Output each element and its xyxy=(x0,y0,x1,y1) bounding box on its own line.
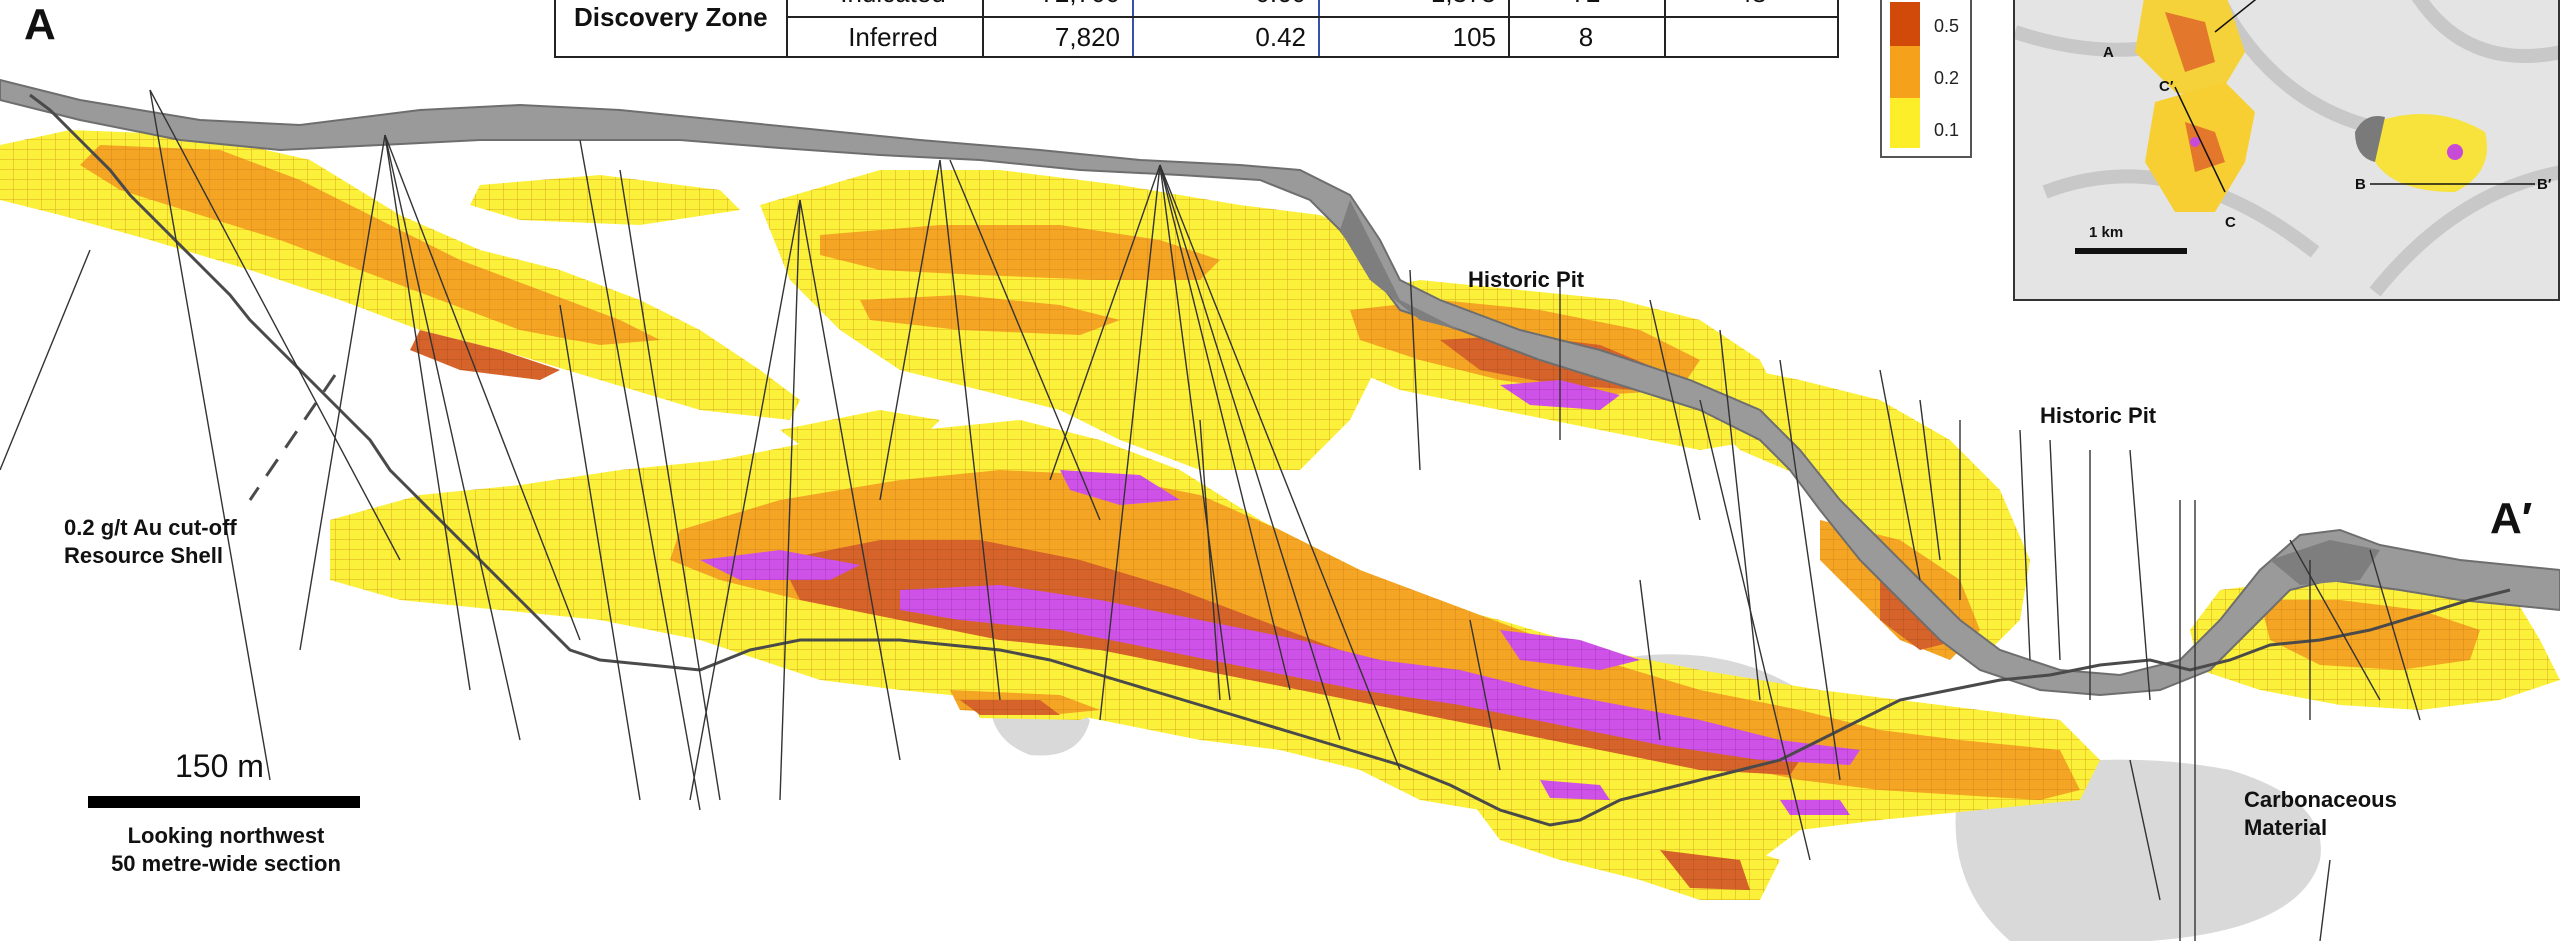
section-end-label: A′ xyxy=(2490,494,2533,543)
carbonaceous-label-line-1: Carbonaceous xyxy=(2244,787,2397,812)
section-start-label: A xyxy=(24,0,56,49)
cutoff-shell-label-line-1: 0.2 g/t Au cut-off xyxy=(64,515,237,540)
scale-bar xyxy=(88,796,360,808)
inset-scale-label: 1 km xyxy=(2089,224,2124,241)
inset-label-b: B xyxy=(2355,176,2366,193)
row-grade: 0.42 xyxy=(1255,22,1306,52)
row-col4: 72 xyxy=(1516,0,1656,9)
drillholes xyxy=(0,89,2421,941)
legend-label: 0.1 xyxy=(1934,120,1960,140)
inset-label-c: C xyxy=(2225,214,2236,231)
table-divider xyxy=(1664,0,1666,56)
zone-name: Discovery Zone xyxy=(574,2,768,32)
row-ounces: 105 xyxy=(1452,22,1496,52)
row-grade: 0.60 xyxy=(1146,0,1306,9)
view-note: Looking northwest 50 metre-wide section xyxy=(96,822,356,878)
resource-table: Discovery Zone Indicated 72,700 0.60 1,3… xyxy=(554,0,1839,58)
legend-label: 0.2 xyxy=(1934,68,1960,88)
resource-shell-outline xyxy=(29,93,2511,827)
table-divider xyxy=(1508,0,1510,56)
table-divider xyxy=(1318,0,1320,56)
table-divider xyxy=(786,0,788,56)
table-row-divider xyxy=(786,16,1837,18)
historic-pit-label-1: Historic Pit xyxy=(1468,267,1585,292)
table-divider xyxy=(982,0,984,56)
carbonaceous-label: Carbonaceous Material xyxy=(2244,786,2397,842)
legend-label: 0.5 xyxy=(1934,16,1960,36)
cutoff-shell-label-line-2: Resource Shell xyxy=(64,543,223,568)
row-col5: 48 xyxy=(1672,0,1832,9)
inset-label-c-prime: C′ xyxy=(2159,78,2174,95)
row-tonnes: 72,700 xyxy=(992,0,1120,9)
inset-label-b-prime: B′ xyxy=(2537,176,2552,193)
row-tonnes: 7,820 xyxy=(1054,22,1120,52)
row-category: Inferred xyxy=(848,22,938,52)
view-note-line-1: Looking northwest xyxy=(127,823,325,848)
legend-swatch xyxy=(1890,2,1920,46)
scale-bar-label: 150 m xyxy=(175,748,264,784)
historic-pit-label-2: Historic Pit xyxy=(2040,403,2157,428)
legend-swatch xyxy=(1890,46,1920,98)
row-category: Indicated xyxy=(818,0,968,9)
inset-map-graphic xyxy=(2015,0,2558,299)
topography-surface xyxy=(0,78,2560,697)
inset-map: A C′ C B B′ 1 km xyxy=(2013,0,2560,301)
inset-label-a: A xyxy=(2103,44,2114,61)
grade-legend: 0.5 0.2 0.1 xyxy=(1880,0,1972,158)
table-divider xyxy=(1132,0,1134,56)
legend-swatch xyxy=(1890,98,1920,148)
cutoff-shell-label: 0.2 g/t Au cut-off Resource Shell xyxy=(64,514,237,570)
row-ounces: 1,375 xyxy=(1332,0,1496,9)
view-note-line-2: 50 metre-wide section xyxy=(111,851,341,876)
carbonaceous-label-line-2: Material xyxy=(2244,815,2328,840)
row-col4: 8 xyxy=(1578,22,1594,52)
